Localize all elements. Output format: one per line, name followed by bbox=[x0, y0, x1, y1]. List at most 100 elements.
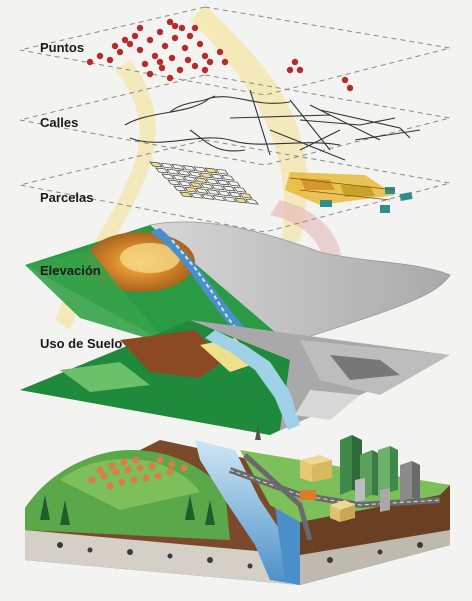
parcel-cell bbox=[200, 183, 214, 190]
point-feature bbox=[141, 60, 149, 68]
parcel-cell bbox=[167, 179, 181, 186]
point-feature bbox=[221, 58, 229, 66]
tree bbox=[124, 466, 132, 474]
label-parcelas: Parcelas bbox=[40, 190, 94, 205]
point-feature bbox=[158, 64, 166, 72]
tree bbox=[106, 482, 114, 490]
tree bbox=[136, 464, 144, 472]
parcel-cell bbox=[223, 196, 237, 203]
parcel-cell bbox=[228, 191, 242, 198]
point-feature bbox=[181, 44, 189, 52]
parcel-cell bbox=[193, 166, 207, 173]
point-feature bbox=[171, 22, 179, 30]
point-feature bbox=[86, 58, 94, 66]
layer-labels: Puntos Calles Parcelas Elevación Uso de … bbox=[40, 40, 122, 351]
tree bbox=[88, 476, 96, 484]
tree bbox=[166, 468, 174, 476]
parcel-cell bbox=[149, 161, 163, 168]
point-feature bbox=[191, 24, 199, 32]
point-feature bbox=[216, 48, 224, 56]
parcel-cell bbox=[188, 171, 202, 178]
point-feature bbox=[201, 52, 209, 60]
point-feature bbox=[111, 42, 119, 50]
point-feature bbox=[106, 56, 114, 64]
point-feature bbox=[96, 52, 104, 60]
layer-puntos bbox=[19, 6, 451, 96]
city-buildings bbox=[300, 435, 420, 522]
point-feature bbox=[171, 34, 179, 42]
parcel-cell bbox=[212, 195, 226, 202]
tree bbox=[118, 478, 126, 486]
point-feature bbox=[136, 24, 144, 32]
point-features bbox=[86, 18, 354, 92]
parcel-cell bbox=[227, 180, 241, 187]
point-feature bbox=[191, 62, 199, 70]
parcel-cell bbox=[221, 174, 235, 181]
parcel-cell bbox=[195, 187, 209, 194]
tree bbox=[156, 456, 164, 464]
point-feature bbox=[291, 58, 299, 66]
tree bbox=[168, 460, 176, 468]
tree bbox=[96, 466, 104, 474]
point-feature bbox=[166, 18, 174, 26]
parcel-cell bbox=[204, 167, 218, 174]
point-feature bbox=[156, 28, 164, 36]
point-feature bbox=[126, 40, 134, 48]
point-feature bbox=[136, 46, 144, 54]
point-feature bbox=[184, 56, 192, 64]
parcel-cell bbox=[217, 190, 231, 197]
point-feature bbox=[201, 66, 209, 74]
parcel-cell bbox=[160, 162, 174, 169]
point-feature bbox=[196, 40, 204, 48]
point-feature bbox=[166, 74, 174, 82]
parcel-cell bbox=[166, 168, 180, 175]
point-feature bbox=[146, 70, 154, 78]
parcel-cell bbox=[215, 168, 229, 175]
point-feature bbox=[186, 32, 194, 40]
point-feature bbox=[156, 58, 164, 66]
label-elevacion: Elevación bbox=[40, 263, 101, 278]
landscape-block bbox=[25, 425, 450, 585]
point-feature bbox=[121, 36, 129, 44]
parcel-cell bbox=[161, 173, 175, 180]
parcel-cell bbox=[239, 192, 253, 199]
tree bbox=[154, 472, 162, 480]
tree bbox=[100, 472, 108, 480]
parcel-cell bbox=[216, 179, 230, 186]
label-uso-de-suelo: Uso de Suelo bbox=[40, 336, 122, 351]
parcel-cell bbox=[183, 175, 197, 182]
point-feature bbox=[176, 66, 184, 74]
parcel-cell bbox=[189, 181, 203, 188]
tree bbox=[180, 464, 188, 472]
tree bbox=[120, 458, 128, 466]
tree bbox=[148, 462, 156, 470]
parcel-cell bbox=[206, 189, 220, 196]
parcel-cell bbox=[205, 178, 219, 185]
parcel-grid-left bbox=[149, 161, 259, 205]
street-lines bbox=[124, 89, 421, 161]
layer-uso-de-suelo bbox=[20, 320, 450, 435]
layer-parcelas bbox=[19, 139, 451, 233]
orchard-trees bbox=[88, 456, 188, 490]
layer-elevacion bbox=[25, 221, 451, 346]
point-feature bbox=[168, 54, 176, 62]
parcel-cell bbox=[172, 174, 186, 181]
parcel-cell bbox=[182, 165, 196, 172]
point-feature bbox=[161, 42, 169, 50]
point-feature bbox=[146, 36, 154, 44]
parcel-cell bbox=[233, 186, 247, 193]
parcel-cell bbox=[155, 167, 169, 174]
tree bbox=[142, 474, 150, 482]
parcel-cell bbox=[245, 198, 259, 205]
label-puntos: Puntos bbox=[40, 40, 84, 55]
point-feature bbox=[286, 66, 294, 74]
parcel-cell bbox=[234, 197, 248, 204]
parcel-cell bbox=[179, 191, 193, 198]
parcel-cell bbox=[222, 185, 236, 192]
parcel-cell bbox=[184, 186, 198, 193]
parcel-cell bbox=[210, 173, 224, 180]
tree bbox=[130, 476, 138, 484]
parcel-cell bbox=[171, 163, 185, 170]
